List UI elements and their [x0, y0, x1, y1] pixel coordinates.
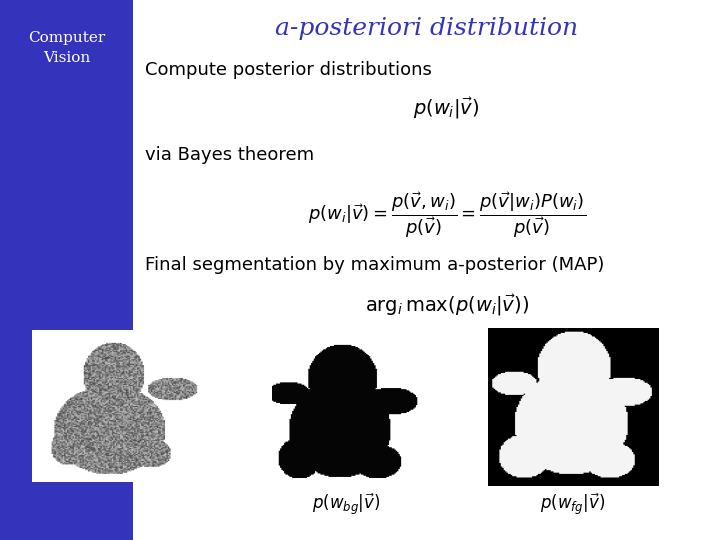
Text: Vision: Vision — [43, 51, 90, 65]
Bar — [0, 0, 133, 540]
Text: $p(w_i|\vec{v})$: $p(w_i|\vec{v})$ — [413, 96, 480, 120]
Text: Computer: Computer — [28, 31, 105, 45]
Text: $p(w_{fg}|\vec{v})$: $p(w_{fg}|\vec{v})$ — [541, 491, 606, 517]
Text: Final segmentation by maximum a-posterior (MAP): Final segmentation by maximum a-posterio… — [145, 256, 605, 274]
Text: $p(w_{bg}|\vec{v})$: $p(w_{bg}|\vec{v})$ — [312, 491, 380, 517]
Text: $p(w_i|\vec{v}) = \dfrac{p(\vec{v}, w_i)}{p(\vec{v})} = \dfrac{p(\vec{v}|w_i)P(w: $p(w_i|\vec{v}) = \dfrac{p(\vec{v}, w_i)… — [307, 190, 585, 240]
Text: Compute posterior distributions: Compute posterior distributions — [145, 61, 432, 79]
Text: $\arg_i \max(p(w_i|\vec{v}))$: $\arg_i \max(p(w_i|\vec{v}))$ — [364, 292, 528, 318]
Text: via Bayes theorem: via Bayes theorem — [145, 146, 315, 164]
Text: a-posteriori distribution: a-posteriori distribution — [275, 17, 578, 39]
